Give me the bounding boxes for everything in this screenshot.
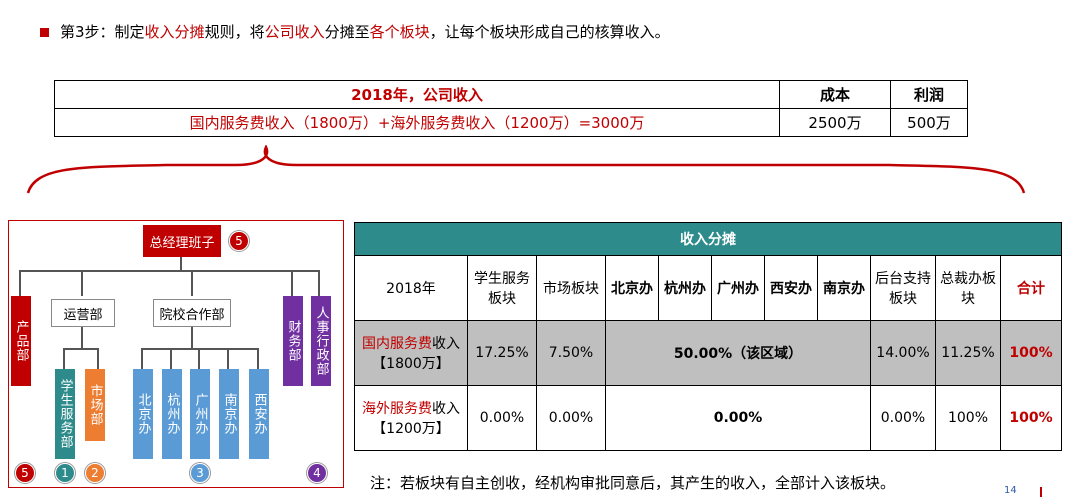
overseas-student: 0.00% (467, 385, 537, 451)
alloc-title: 收入分摊 (354, 222, 1062, 256)
badge-student: 1 (55, 463, 75, 483)
badge-gm: 5 (229, 231, 249, 251)
overseas-offices: 0.00% (605, 385, 871, 451)
allocation-table: 收入分摊 2018年 学生服务板块 市场板块 北京办 杭州办 广州办 西安办 南… (354, 222, 1062, 451)
overseas-backend: 0.00% (870, 385, 936, 451)
label-text: 收入 (432, 401, 460, 417)
header-backend: 后台支持板块 (870, 255, 936, 321)
header-hangzhou: 杭州办 (658, 255, 712, 321)
label-text: 收入 (432, 336, 460, 352)
student-dept: 学生服务部 (55, 369, 75, 459)
revenue-formula: 国内服务费收入（1800万）+海外服务费收入（1200万）=3000万 (54, 108, 780, 137)
page-marker (1040, 487, 1042, 497)
domestic-student: 17.25% (467, 320, 537, 386)
cost-value: 2500万 (779, 108, 891, 137)
summary-table: 2018年，公司收入 成本 利润 国内服务费收入（1800万）+海外服务费收入（… (54, 80, 968, 137)
office-hangzhou: 杭州办 (162, 369, 182, 459)
step-part: 第3步：制定 (60, 23, 145, 41)
footnote: 注：若板块有自主创收，经机构审批同意后，其产生的收入，全部计入该板块。 (370, 474, 896, 492)
row-domestic-label: 国内服务费收入【1800万】 (354, 320, 468, 386)
badge-offices: 3 (190, 463, 210, 483)
domestic-market: 7.50% (536, 320, 606, 386)
curly-brace (26, 145, 1026, 194)
label-red: 国内服务费 (362, 336, 432, 352)
profit-value: 500万 (890, 108, 968, 137)
product-dept: 产品部 (11, 296, 31, 386)
domestic-offices: 50.00%（该区域） (605, 320, 871, 386)
org-chart-frame: 总经理班子 5 产品部 运营部 院校合作部 财务部 人事行政部 学生服务部 市场… (8, 220, 344, 488)
market-dept: 市场部 (85, 369, 105, 441)
header-student: 学生服务板块 (467, 255, 537, 321)
office-xian: 西安办 (249, 369, 269, 459)
school-dept: 院校合作部 (153, 299, 231, 327)
profit-header: 利润 (890, 80, 968, 109)
header-total: 合计 (1000, 255, 1062, 321)
badge-market: 2 (85, 463, 105, 483)
label-red: 海外服务费 (362, 401, 432, 417)
badge-admin: 4 (307, 463, 327, 483)
step-part: 规则，将 (204, 23, 265, 41)
step-part-highlight: 各个板块 (369, 23, 430, 41)
gm-box: 总经理班子 (143, 225, 221, 257)
header-beijing: 北京办 (605, 255, 659, 321)
step-part: ，让每个板块形成自己的核算收入。 (429, 23, 670, 41)
overseas-market: 0.00% (536, 385, 606, 451)
office-guangzhou: 广州办 (190, 369, 210, 459)
label-sub: 【1200万】 (372, 421, 450, 437)
revenue-header: 2018年，公司收入 (54, 80, 780, 109)
hr-dept: 人事行政部 (311, 296, 331, 386)
page-number: 14 (1004, 485, 1017, 496)
row-overseas-label: 海外服务费收入【1200万】 (354, 385, 468, 451)
label-sub: 【1800万】 (372, 356, 450, 372)
ops-dept: 运营部 (51, 299, 115, 327)
domestic-total: 100% (1000, 320, 1062, 386)
overseas-ceo: 100% (935, 385, 1001, 451)
cost-header: 成本 (779, 80, 891, 109)
header-market: 市场板块 (536, 255, 606, 321)
overseas-total: 100% (1000, 385, 1062, 451)
badge-product: 5 (15, 463, 35, 483)
step-part-highlight: 收入分摊 (144, 23, 205, 41)
office-nanjing: 南京办 (219, 369, 239, 459)
header-year: 2018年 (354, 255, 468, 321)
domestic-ceo: 11.25% (935, 320, 1001, 386)
domestic-backend: 14.00% (870, 320, 936, 386)
office-beijing: 北京办 (133, 369, 153, 459)
step-heading: 第3步：制定收入分摊规则，将公司收入分摊至各个板块，让每个板块形成自己的核算收入… (60, 22, 670, 42)
step-part: 分摊至 (324, 23, 370, 41)
header-xian: 西安办 (764, 255, 818, 321)
header-ceo: 总裁办板块 (935, 255, 1001, 321)
bullet-square (40, 28, 49, 37)
step-part-highlight: 公司收入 (264, 23, 325, 41)
header-nanjing: 南京办 (817, 255, 871, 321)
header-guangzhou: 广州办 (711, 255, 765, 321)
finance-dept: 财务部 (283, 296, 303, 386)
